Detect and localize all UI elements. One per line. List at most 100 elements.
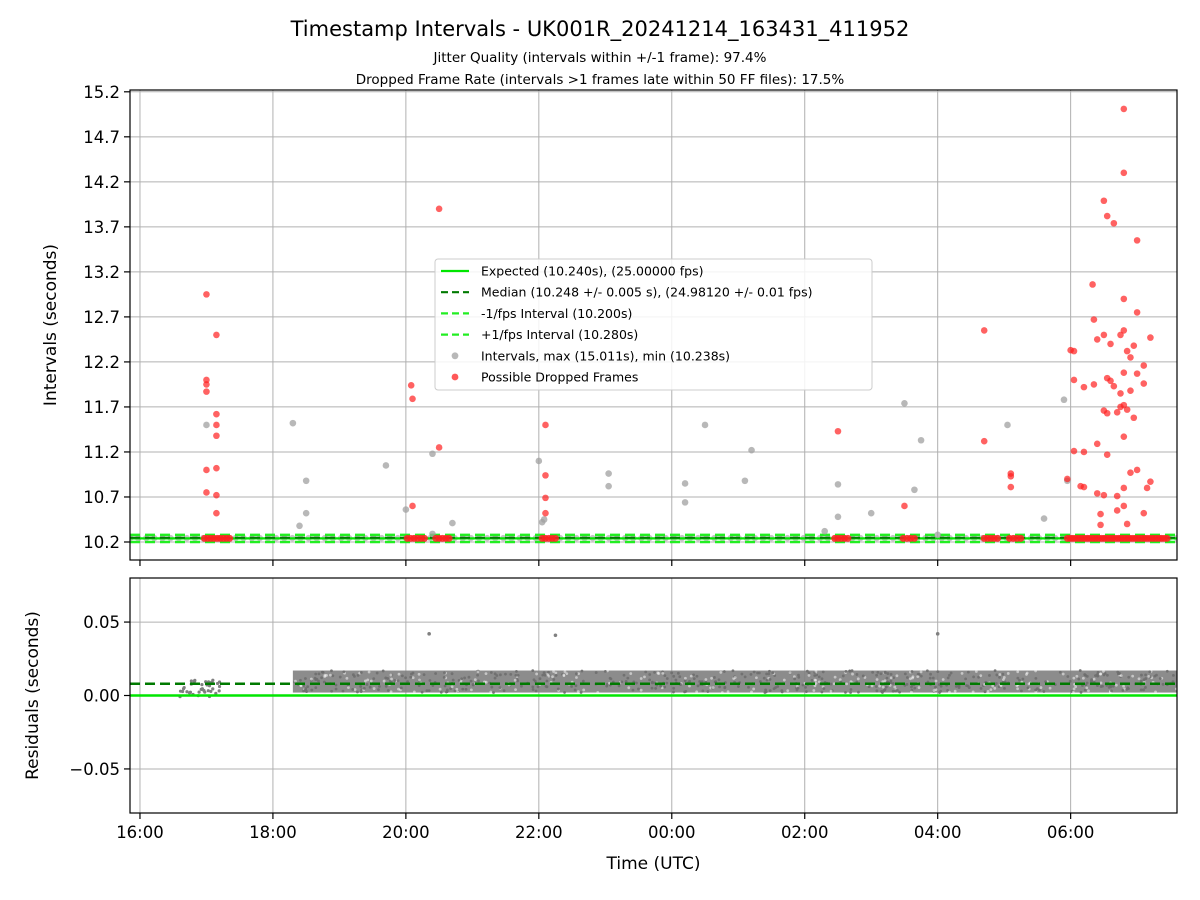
residual-point [547, 674, 551, 678]
residual-point [393, 679, 397, 682]
residual-point [1026, 686, 1030, 690]
residual-point [1148, 670, 1152, 674]
dropped-baseline-point-0-8 [226, 534, 234, 542]
bottom-xtick-label-1: 18:00 [249, 823, 297, 842]
residual-point [695, 690, 699, 694]
residual-point [434, 672, 438, 675]
residual-point [905, 676, 909, 679]
residual-point [1016, 670, 1020, 674]
residual-point [382, 679, 386, 683]
residual-point [878, 684, 882, 688]
residual-point [829, 689, 833, 693]
intervals-panel: 10.2 10.7 11.2 11.7 12.2 12.7 13.2 13.7 14.2 14.7… [41, 83, 1178, 566]
residual-point [1002, 678, 1005, 682]
residual-point [983, 690, 987, 694]
residual-point [504, 672, 507, 676]
chart-title: Timestamp Intervals - UK001R_20241214_16… [290, 17, 910, 42]
dropped-frame-point-50 [1103, 212, 1111, 220]
residual-point [1034, 669, 1038, 673]
dropped-frame-point-20 [542, 494, 549, 502]
residual-point [892, 676, 896, 680]
residual-point [801, 683, 805, 687]
residual-point [310, 688, 314, 692]
residual-point [314, 686, 318, 690]
residual-point [934, 685, 937, 689]
residual-point [768, 689, 772, 693]
residual-point [713, 676, 716, 679]
residual-point [1139, 679, 1143, 683]
residual-point [1006, 672, 1010, 675]
residual-early-point [189, 679, 193, 683]
residual-point [689, 674, 693, 678]
residual-point [765, 678, 769, 682]
bottom-ytick-label-0: 0.05 [83, 613, 120, 632]
residual-point [552, 678, 556, 681]
residual-point [365, 682, 369, 686]
residual-point [995, 673, 999, 677]
residual-point [881, 685, 885, 689]
residual-point [1172, 673, 1175, 677]
residual-point [833, 675, 837, 679]
interval-point-0 [203, 421, 210, 429]
residual-point [1077, 677, 1081, 681]
residual-point [1099, 672, 1102, 676]
residual-point [891, 682, 895, 685]
residual-point [957, 684, 961, 688]
residual-early-point [203, 690, 207, 694]
residual-point [484, 672, 488, 675]
residual-point [807, 674, 811, 677]
residual-point [757, 671, 761, 675]
residual-point [1044, 680, 1048, 684]
residual-point [838, 678, 842, 682]
residual-point [493, 676, 497, 680]
residual-point [998, 673, 1002, 676]
residual-point [620, 680, 624, 684]
residual-point [696, 684, 700, 688]
residual-point [875, 678, 879, 681]
residual-point [389, 673, 393, 677]
residual-point [758, 680, 762, 683]
residual-point [294, 679, 297, 683]
residual-point [1016, 676, 1020, 680]
dropped-frame-point-36 [1080, 448, 1088, 456]
residual-point [672, 686, 676, 690]
residual-point [654, 687, 658, 690]
residual-point [949, 671, 953, 675]
residual-point [674, 678, 678, 682]
bottom-xlabel: Time (UTC) [606, 854, 701, 874]
residual-point [948, 690, 951, 694]
residual-point [917, 686, 921, 689]
dropped-frame-rate-subtitle: Dropped Frame Rate (intervals >1 frames … [356, 72, 845, 88]
residual-point [663, 674, 667, 678]
residual-early-point [217, 684, 222, 689]
residual-point [609, 677, 613, 681]
residual-point [972, 675, 976, 679]
residual-point [314, 672, 318, 676]
residual-point [372, 677, 376, 681]
top-ytick-label-5: 12.7 [83, 308, 120, 327]
bottom-xtick-label-5: 02:00 [781, 823, 829, 842]
residual-early-point [206, 689, 210, 693]
dropped-frame-point-41 [1093, 336, 1101, 343]
dropped-frame-point-27 [1007, 472, 1015, 480]
residual-point [765, 672, 768, 676]
residual-point [714, 680, 718, 684]
dropped-frame-point-75 [1123, 520, 1131, 528]
residual-point [498, 673, 502, 677]
residual-point [1127, 687, 1130, 691]
interval-point-23 [867, 509, 875, 517]
dropped-frame-point-82 [1133, 309, 1141, 316]
residual-point [762, 676, 766, 680]
residual-point [533, 679, 537, 683]
residual-point [362, 686, 366, 690]
residual-point [814, 678, 818, 682]
residual-point [986, 689, 990, 693]
residual-point [400, 674, 404, 678]
residual-point [375, 671, 379, 675]
residual-point [871, 670, 875, 674]
dropped-frame-point-33 [1070, 447, 1078, 455]
residual-point [443, 671, 446, 675]
residual-point [966, 670, 970, 674]
residual-point [797, 675, 801, 679]
residual-point [895, 688, 899, 692]
